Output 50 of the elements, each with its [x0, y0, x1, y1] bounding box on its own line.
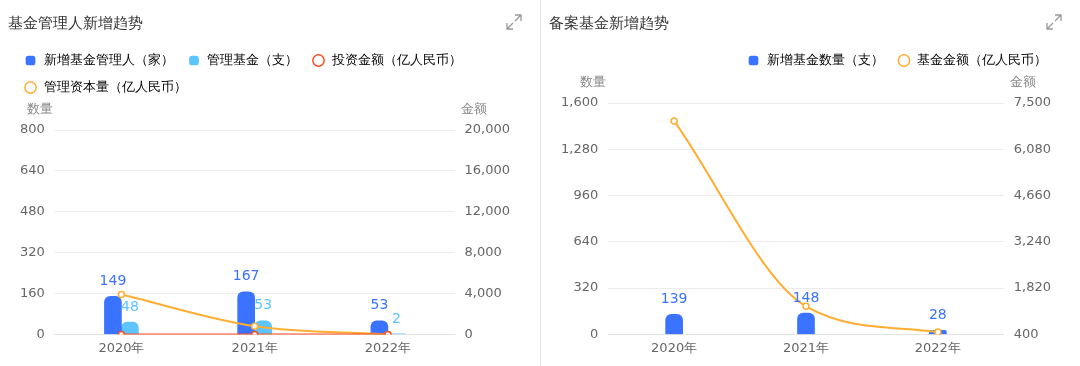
y-tick-label: 160 [19, 284, 45, 300]
y2-tick-label: 4,000 [464, 284, 502, 300]
y-axis-title: 数量 [580, 73, 607, 89]
y-tick-label: 640 [19, 162, 45, 178]
data-label: 53 [254, 296, 273, 313]
data-label: 53 [370, 296, 389, 313]
x-tick-label: 2022年 [914, 339, 961, 355]
data-label: 2 [391, 309, 401, 326]
legend-label: 投资金额（亿人民币） [330, 51, 462, 67]
y2-tick-label: 0 [464, 325, 473, 341]
y2-tick-label: 7,500 [1013, 94, 1051, 110]
x-tick-label: 2020年 [98, 339, 145, 355]
y2-tick-label: 4,660 [1013, 186, 1051, 202]
chart-title: 备案基金新增趋势 [549, 14, 669, 33]
y2-axis-title: 金额 [1009, 73, 1036, 89]
y2-tick-label: 6,080 [1013, 140, 1051, 156]
y-tick-label: 800 [19, 121, 45, 137]
legend-label: 新增基金数量（支） [766, 51, 884, 67]
y2-axis-title: 金额 [460, 100, 487, 116]
legend-label: 管理资本量（亿人民币） [43, 78, 187, 94]
data-label: 28 [928, 305, 947, 322]
y-axis-title: 数量 [26, 100, 53, 116]
y-tick-label: 0 [36, 325, 45, 341]
y2-tick-label: 3,240 [1013, 233, 1051, 249]
y-tick-label: 960 [573, 186, 599, 202]
data-label: 148 [792, 288, 820, 305]
y-tick-label: 1,280 [561, 140, 599, 156]
y2-tick-label: 1,820 [1013, 279, 1051, 295]
y-tick-label: 0 [589, 325, 599, 341]
y-tick-label: 1,600 [561, 94, 599, 110]
data-label: 167 [232, 267, 260, 284]
data-label: 139 [660, 289, 688, 306]
data-label: 149 [99, 271, 127, 288]
x-tick-label: 2021年 [231, 339, 278, 355]
y2-tick-label: 8,000 [464, 244, 502, 260]
chart-title: 基金管理人新增趋势 [8, 14, 143, 33]
y-tick-label: 320 [573, 279, 599, 295]
legend-label: 管理基金（支） [207, 51, 298, 67]
y2-tick-label: 16,000 [464, 162, 511, 178]
x-tick-label: 2020年 [651, 339, 698, 355]
x-tick-label: 2021年 [782, 339, 830, 355]
y-tick-label: 320 [19, 244, 45, 260]
y-tick-label: 480 [19, 203, 45, 219]
legend-label: 新增基金管理人（家） [43, 51, 174, 67]
x-tick-label: 2022年 [364, 339, 411, 355]
y-tick-label: 640 [573, 233, 599, 249]
y2-tick-label: 12,000 [464, 203, 511, 219]
legend-label: 基金金额（亿人民币） [917, 51, 1047, 67]
y2-tick-label: 400 [1013, 325, 1039, 341]
y2-tick-label: 20,000 [464, 121, 511, 137]
